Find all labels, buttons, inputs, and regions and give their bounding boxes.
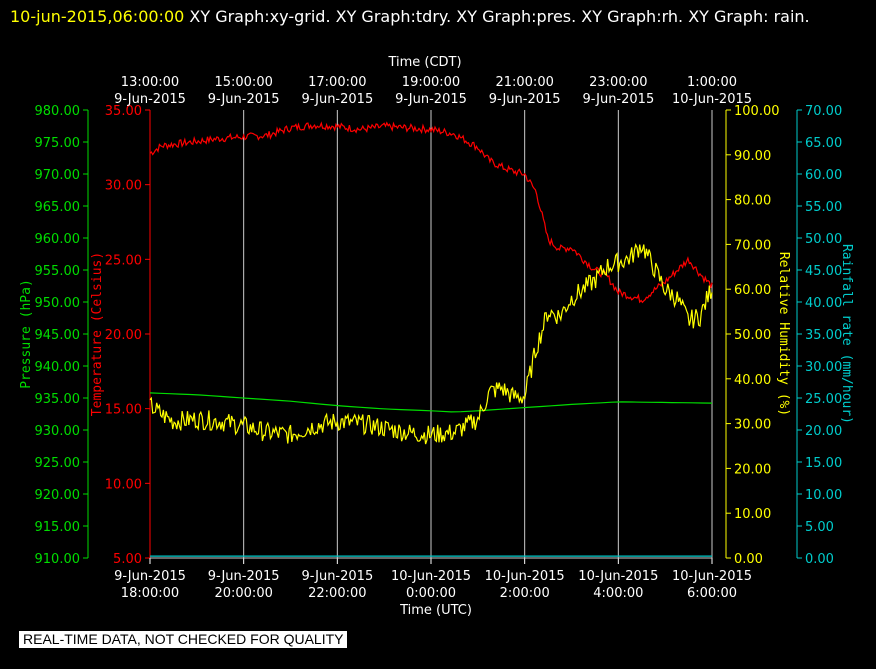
header-timestamp: 10-jun-2015,06:00:00	[10, 7, 185, 26]
top-tick-date: 9-Jun-2015	[208, 92, 280, 107]
humidity-tick-label: 100.00	[734, 104, 780, 119]
rain-tick-label: 45.00	[805, 264, 842, 279]
rain-tick-label: 65.00	[805, 136, 842, 151]
rain-tick-label: 35.00	[805, 328, 842, 343]
bottom-tick-time: 6:00:00	[687, 586, 737, 601]
series-line-tdry	[149, 121, 713, 304]
humidity-tick-label: 10.00	[734, 507, 771, 522]
bottom-tick-date: 9-Jun-2015	[301, 569, 373, 584]
series-line-rh	[149, 242, 713, 445]
rain-tick-label: 25.00	[805, 392, 842, 407]
top-axis-label: Time (CDT)	[387, 55, 461, 70]
temperature-tick-label: 30.00	[105, 179, 142, 194]
pressure-tick-label: 945.00	[35, 328, 81, 343]
bottom-tick-date: 10-Jun-2015	[485, 569, 565, 584]
bottom-tick-date: 10-Jun-2015	[391, 569, 471, 584]
rain-tick-label: 50.00	[805, 232, 842, 247]
top-tick-time: 23:00:00	[589, 75, 647, 90]
pressure-tick-label: 970.00	[35, 168, 81, 183]
rain-tick-label: 40.00	[805, 296, 842, 311]
temperature-tick-label: 25.00	[105, 253, 142, 268]
rain-tick-label: 30.00	[805, 360, 842, 375]
top-tick-time: 13:00:00	[121, 75, 179, 90]
pressure-tick-label: 915.00	[35, 520, 81, 535]
rain-tick-label: 60.00	[805, 168, 842, 183]
temperature-tick-label: 5.00	[113, 552, 142, 567]
top-tick-time: 17:00:00	[308, 75, 366, 90]
bottom-tick-time: 22:00:00	[308, 586, 366, 601]
bottom-tick-time: 18:00:00	[121, 586, 179, 601]
pressure-tick-label: 955.00	[35, 264, 81, 279]
temperature-tick-label: 20.00	[105, 328, 142, 343]
bottom-tick-date: 9-Jun-2015	[208, 569, 280, 584]
top-tick-time: 1:00:00	[687, 75, 737, 90]
pressure-tick-label: 920.00	[35, 488, 81, 503]
bottom-tick-time: 4:00:00	[593, 586, 643, 601]
humidity-tick-label: 70.00	[734, 238, 771, 253]
humidity-tick-label: 20.00	[734, 462, 771, 477]
rain-tick-label: 0.00	[805, 552, 834, 567]
bottom-tick-date: 9-Jun-2015	[114, 569, 186, 584]
header-title: XY Graph:xy-grid. XY Graph:tdry. XY Grap…	[184, 7, 810, 26]
pressure-tick-label: 930.00	[35, 424, 81, 439]
quality-disclaimer: REAL-TIME DATA, NOT CHECKED FOR QUALITY	[19, 631, 348, 648]
pressure-axis-label: Pressure (hPa)	[19, 279, 34, 389]
top-tick-time: 15:00:00	[214, 75, 272, 90]
temperature-tick-label: 35.00	[105, 104, 142, 119]
rain-tick-label: 20.00	[805, 424, 842, 439]
top-tick-date: 9-Jun-2015	[114, 92, 186, 107]
humidity-tick-label: 80.00	[734, 194, 771, 209]
pressure-tick-label: 935.00	[35, 392, 81, 407]
top-tick-date: 9-Jun-2015	[301, 92, 373, 107]
top-tick-time: 21:00:00	[495, 75, 553, 90]
top-tick-date: 10-Jun-2015	[672, 92, 752, 107]
series-line-pres	[149, 392, 713, 413]
top-tick-time: 19:00:00	[402, 75, 460, 90]
pressure-tick-label: 910.00	[35, 552, 81, 567]
bottom-tick-time: 2:00:00	[500, 586, 550, 601]
pressure-tick-label: 980.00	[35, 104, 81, 119]
humidity-tick-label: 60.00	[734, 283, 771, 298]
humidity-tick-label: 40.00	[734, 373, 771, 388]
rain-tick-label: 70.00	[805, 104, 842, 119]
humidity-tick-label: 50.00	[734, 328, 771, 343]
pressure-tick-label: 925.00	[35, 456, 81, 471]
rain-tick-label: 55.00	[805, 200, 842, 215]
rain-tick-label: 10.00	[805, 488, 842, 503]
temperature-axis-label: Temperature (Celsius)	[90, 252, 105, 416]
bottom-tick-date: 10-Jun-2015	[578, 569, 658, 584]
humidity-tick-label: 90.00	[734, 149, 771, 164]
bottom-tick-date: 10-Jun-2015	[672, 569, 752, 584]
rain-tick-label: 15.00	[805, 456, 842, 471]
pressure-tick-label: 960.00	[35, 232, 81, 247]
top-tick-date: 9-Jun-2015	[489, 92, 561, 107]
humidity-tick-label: 30.00	[734, 418, 771, 433]
bottom-tick-time: 0:00:00	[406, 586, 456, 601]
pressure-tick-label: 975.00	[35, 136, 81, 151]
top-tick-date: 9-Jun-2015	[582, 92, 654, 107]
humidity-tick-label: 0.00	[734, 552, 763, 567]
temperature-tick-label: 15.00	[105, 403, 142, 418]
rain-axis-label: Rainfall rate (mm/hour)	[839, 244, 854, 424]
temperature-tick-label: 10.00	[105, 477, 142, 492]
rain-tick-label: 5.00	[805, 520, 834, 535]
humidity-axis-label: Relative Humidity (%)	[776, 252, 791, 416]
pressure-tick-label: 950.00	[35, 296, 81, 311]
pressure-tick-label: 965.00	[35, 200, 81, 215]
chart-header: 10-jun-2015,06:00:00 XY Graph:xy-grid. X…	[10, 3, 860, 30]
bottom-axis-label: Time (UTC)	[399, 603, 472, 618]
top-tick-date: 9-Jun-2015	[395, 92, 467, 107]
bottom-tick-time: 20:00:00	[214, 586, 272, 601]
pressure-tick-label: 940.00	[35, 360, 81, 375]
